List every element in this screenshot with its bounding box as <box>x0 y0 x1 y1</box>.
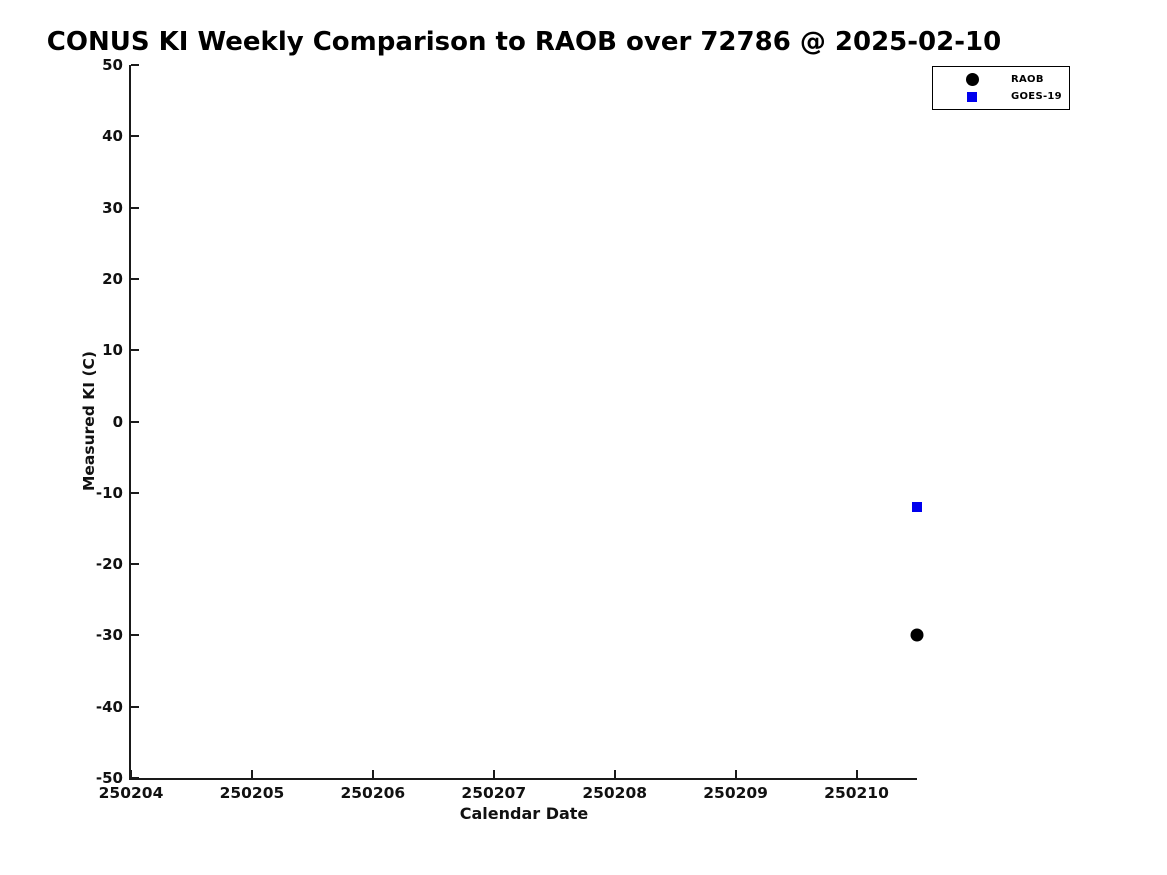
x-tick-mark <box>371 770 374 778</box>
y-tick-mark <box>131 135 139 138</box>
x-tick-label: 250209 <box>703 784 768 802</box>
x-tick-label: 250207 <box>461 784 527 802</box>
y-tick-label: 30 <box>102 198 123 217</box>
x-tick-label: 250208 <box>582 784 648 802</box>
y-tick-mark <box>131 277 139 280</box>
x-tick-label: 250205 <box>219 784 285 802</box>
y-tick-label: 20 <box>102 269 123 288</box>
x-tick-mark <box>250 770 253 778</box>
x-axis-label: Calendar Date <box>459 804 589 823</box>
legend-item-raob: RAOB <box>933 71 1069 88</box>
goes-19-square-icon <box>967 91 977 102</box>
y-tick-mark <box>131 705 139 708</box>
y-tick-label: 50 <box>102 56 123 74</box>
y-tick-label: 40 <box>102 127 123 146</box>
x-tick-label: 250204 <box>98 784 164 802</box>
raob-circle-icon <box>965 73 979 86</box>
plot-area <box>129 64 924 780</box>
y-tick-mark <box>131 420 139 423</box>
y-tick-mark <box>131 206 139 209</box>
x-tick-label: 250206 <box>340 784 406 802</box>
y-tick-mark <box>131 563 139 566</box>
y-tick-label: -20 <box>95 555 123 574</box>
data-point-raob <box>910 628 924 642</box>
x-tick-label: 250210 <box>824 784 889 802</box>
y-tick-label: 10 <box>102 341 123 360</box>
legend-label-raob: RAOB <box>1011 74 1044 85</box>
y-tick-mark <box>131 64 139 66</box>
x-tick-mark <box>613 770 616 778</box>
y-tick-label: -10 <box>95 483 123 502</box>
legend-marker-cell <box>933 91 1011 102</box>
chart-title: CONUS KI Weekly Comparison to RAOB over … <box>46 27 1002 57</box>
x-tick-mark <box>492 770 495 778</box>
y-tick-label: -40 <box>95 697 123 716</box>
y-tick-mark <box>131 349 139 352</box>
legend-marker-cell <box>933 73 1011 86</box>
y-tick-label: -30 <box>95 626 123 645</box>
x-tick-mark <box>130 770 132 778</box>
x-tick-mark <box>855 770 858 778</box>
y-tick-mark <box>131 491 139 494</box>
legend-item-goes-19: GOES-19 <box>933 88 1069 105</box>
data-point-goes-19 <box>912 502 922 513</box>
y-tick-label: 0 <box>112 412 123 431</box>
legend: RAOB GOES-19 <box>932 66 1070 110</box>
y-tick-label: -50 <box>95 769 123 787</box>
y-tick-mark <box>131 777 139 779</box>
legend-label-goes-19: GOES-19 <box>1011 91 1062 102</box>
x-tick-mark <box>734 770 737 778</box>
y-tick-mark <box>131 634 139 637</box>
